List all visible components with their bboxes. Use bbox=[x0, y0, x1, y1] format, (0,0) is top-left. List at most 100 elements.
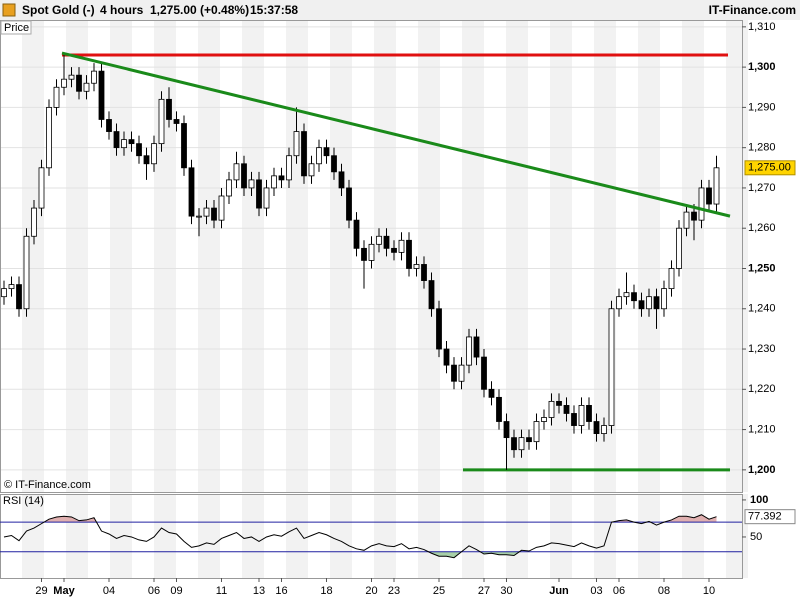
rsi-title: RSI (14) bbox=[3, 495, 44, 507]
candle-body bbox=[631, 292, 637, 302]
candle-body bbox=[188, 167, 195, 217]
price-panel bbox=[0, 20, 743, 493]
candle-body bbox=[113, 131, 120, 149]
x-tick-label: 06 bbox=[613, 585, 625, 597]
day-stripe bbox=[22, 20, 44, 492]
candle-body bbox=[166, 98, 172, 120]
candle-body bbox=[638, 300, 645, 310]
candle-body bbox=[151, 143, 157, 165]
candle-body bbox=[38, 167, 45, 209]
day-stripe bbox=[242, 20, 264, 492]
candle-body bbox=[346, 187, 352, 221]
y-tick-label: 1,230 bbox=[748, 343, 776, 355]
candle-body bbox=[83, 82, 90, 92]
candle-body bbox=[91, 70, 97, 84]
x-tick-label: 03 bbox=[590, 585, 602, 597]
candle-body bbox=[623, 292, 630, 298]
trendline bbox=[61, 51, 731, 218]
last-price-box bbox=[744, 160, 796, 176]
candle-body bbox=[106, 119, 112, 132]
y-tick-label: 1,270 bbox=[748, 182, 776, 194]
x-tick-label: 16 bbox=[275, 585, 287, 597]
rsi-overbought-fill bbox=[4, 514, 717, 523]
candle-body bbox=[248, 179, 255, 189]
x-tick-label: May bbox=[53, 585, 75, 597]
candle-body bbox=[451, 364, 457, 382]
day-stripe bbox=[22, 494, 44, 578]
header-bar bbox=[0, 0, 800, 20]
candle-body bbox=[473, 336, 480, 358]
candle-body bbox=[511, 437, 517, 451]
candle-body bbox=[526, 437, 532, 443]
candle-body bbox=[211, 207, 217, 221]
candle-body bbox=[691, 211, 697, 221]
y-tick-label: 1,290 bbox=[748, 101, 776, 113]
day-stripe bbox=[550, 20, 572, 492]
instrument: Spot Gold (-) bbox=[22, 3, 95, 17]
candle-body bbox=[61, 78, 67, 88]
x-tick-label: 27 bbox=[478, 585, 490, 597]
candle-body bbox=[158, 98, 165, 145]
rsi-y-tick-label: 50 bbox=[750, 531, 762, 543]
candle-body bbox=[616, 296, 622, 310]
day-stripe bbox=[154, 20, 176, 492]
day-stripe bbox=[286, 494, 308, 578]
x-tick-label: 23 bbox=[388, 585, 400, 597]
candle-body bbox=[556, 400, 562, 406]
candle-body bbox=[676, 227, 682, 269]
candle-body bbox=[31, 207, 37, 237]
day-stripe bbox=[682, 494, 704, 578]
y-tick-label: 1,300 bbox=[748, 61, 776, 73]
day-stripe bbox=[198, 20, 220, 492]
x-tick-label: 20 bbox=[365, 585, 377, 597]
x-tick-label: 29 bbox=[35, 585, 47, 597]
candle-body bbox=[76, 74, 82, 92]
candle-body bbox=[518, 437, 525, 451]
candle-body bbox=[286, 155, 292, 181]
day-stripe bbox=[638, 494, 660, 578]
quote: 1,275.00 (+0.48%) bbox=[150, 3, 249, 17]
day-stripe bbox=[418, 494, 440, 578]
watermark: © IT-Finance.com bbox=[4, 479, 91, 491]
rsi-last-box bbox=[744, 509, 796, 525]
candle-body bbox=[466, 336, 472, 366]
y-tick-label: 1,200 bbox=[748, 464, 776, 476]
candle-body bbox=[353, 219, 360, 249]
x-tick-label: 04 bbox=[103, 585, 115, 597]
candle-body bbox=[226, 179, 232, 197]
candle-body bbox=[713, 167, 720, 205]
candle-body bbox=[98, 70, 105, 120]
candle-body bbox=[301, 131, 307, 177]
candle-body bbox=[683, 211, 690, 229]
candle-body bbox=[338, 171, 345, 189]
brand: IT-Finance.com bbox=[709, 3, 796, 17]
day-stripe bbox=[594, 494, 616, 578]
x-tick-label: 13 bbox=[253, 585, 265, 597]
day-stripe bbox=[154, 494, 176, 578]
candle-body bbox=[698, 187, 705, 221]
candle-body bbox=[608, 308, 615, 426]
candle-body bbox=[413, 264, 420, 269]
day-stripe bbox=[462, 494, 484, 578]
y-tick-label: 1,260 bbox=[748, 222, 776, 234]
candle-body bbox=[128, 139, 135, 145]
candle-body bbox=[571, 413, 577, 426]
candle-body bbox=[361, 247, 367, 261]
day-stripe bbox=[506, 494, 528, 578]
candle-body bbox=[233, 163, 240, 181]
candle-body bbox=[383, 235, 390, 249]
candle-body bbox=[181, 123, 187, 169]
candle-body bbox=[503, 421, 510, 439]
day-stripe bbox=[682, 20, 704, 492]
day-stripe bbox=[330, 20, 352, 492]
candle-body bbox=[121, 139, 127, 149]
x-tick-label: 11 bbox=[216, 585, 227, 597]
day-stripe bbox=[726, 20, 748, 492]
day-stripe bbox=[110, 494, 132, 578]
candle-body bbox=[376, 235, 382, 245]
candle-body bbox=[308, 163, 315, 177]
app-icon[interactable] bbox=[2, 3, 16, 17]
interval: 4 hours bbox=[100, 3, 144, 17]
candle-body bbox=[46, 106, 52, 169]
